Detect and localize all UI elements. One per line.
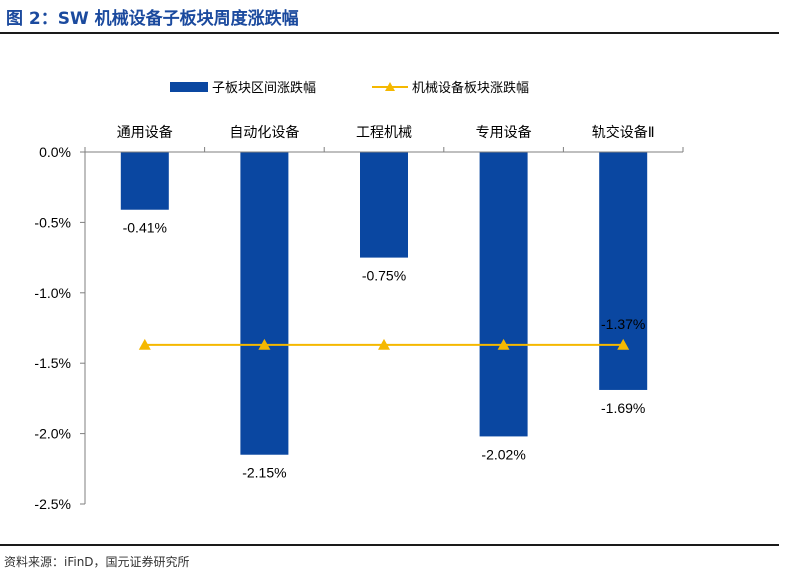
bar [479,152,528,437]
y-tick-label: -1.5% [34,355,71,371]
x-category-label: 自动化设备 [229,124,299,141]
bar [599,152,648,390]
line-point [497,338,510,350]
bar-data-label: -1.69% [601,400,645,416]
legend-bar-swatch [170,82,208,92]
line-point [617,338,630,350]
bar-data-label: -2.02% [481,446,525,462]
legend-line-label: 机械设备板块涨跌幅 [412,80,529,96]
x-category-label: 通用设备 [117,124,173,141]
bottom-rule [0,544,779,546]
y-tick-label: -1.0% [34,285,71,301]
bar [120,152,169,210]
y-tick-label: -2.0% [34,426,71,442]
line-point [258,338,271,350]
x-category-label: 工程机械 [356,125,412,141]
source-note: 资料来源：iFinD，国元证券研究所 [4,555,190,569]
line-data-label: -1.37% [601,316,645,332]
figure-title: 图 2：SW 机械设备子板块周度涨跌幅 [6,9,299,29]
top-rule [0,32,779,34]
line-point [378,338,390,350]
y-tick-label: 0.0% [39,144,71,160]
x-category-label: 专用设备 [476,124,532,141]
bar [240,152,289,455]
bar-data-label: -2.15% [242,465,286,481]
legend-bar-label: 子板块区间涨跌幅 [212,80,316,96]
x-category-label: 轨交设备Ⅱ [592,124,655,141]
y-tick-label: -2.5% [34,496,71,512]
line-point [138,338,151,350]
bar-data-label: -0.75% [362,268,406,284]
bar [360,152,408,258]
bar-data-label: -0.41% [123,220,167,236]
y-tick-label: -0.5% [34,214,71,230]
legend-line-marker [385,82,395,91]
